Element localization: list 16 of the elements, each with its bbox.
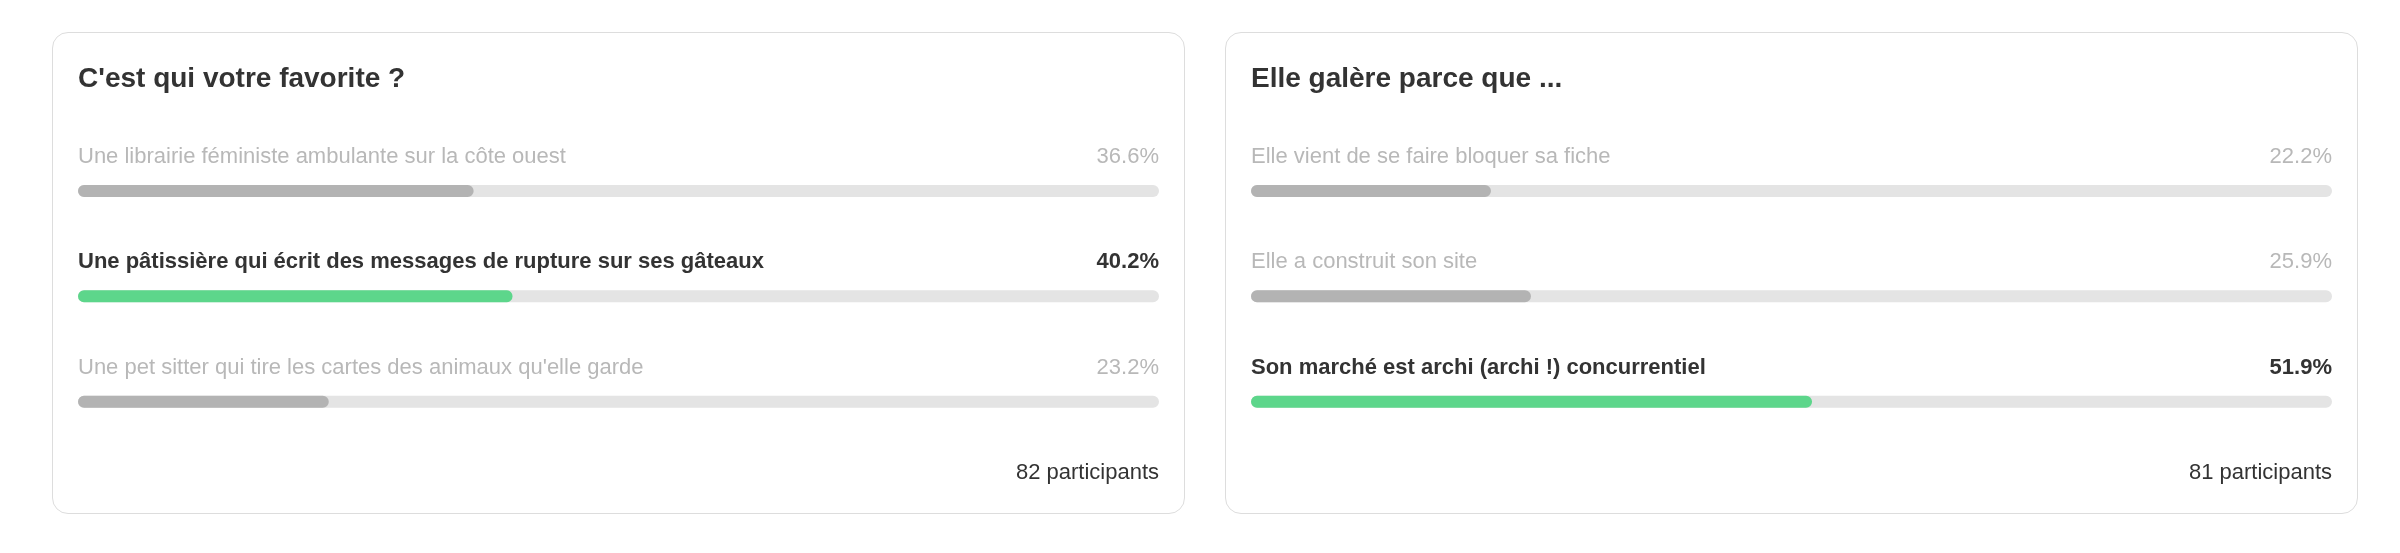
data-label: 22.2% (2269, 143, 2332, 168)
data-label: 25.9% (2269, 248, 2332, 274)
text: 82 participants (1015, 459, 1159, 485)
y-tick-label: Elle a construit son site (1251, 248, 1478, 274)
y-tick-label: Son marché est archi (archi !) concurrentiel (1251, 353, 1706, 379)
data-label: 36.6% (1096, 143, 1159, 168)
chart-title: C'est qui votre favorite ? (78, 62, 407, 94)
data-label: 51.9% (2269, 353, 2332, 379)
chart-title: Elle galère parce que ... (1251, 62, 1564, 94)
y-tick-label: Une pet sitter qui tire les cartes des animaux qu'elle garde (78, 353, 644, 379)
y-tick-label: Une librairie féministe ambulante sur la côte ouest (78, 143, 566, 168)
data-label: 40.2% (1096, 248, 1159, 274)
y-tick-label: Elle vient de se faire bloquer sa fiche (1251, 143, 1611, 168)
text: 81 participants (2188, 459, 2332, 485)
data-label: 23.2% (1096, 353, 1159, 379)
y-tick-label: Une pâtissière qui écrit des messages de rupture sur ses gâteaux (78, 248, 765, 274)
